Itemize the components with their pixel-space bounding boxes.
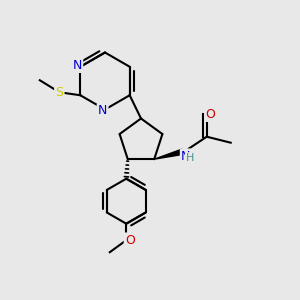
Text: N: N bbox=[73, 59, 82, 72]
Text: N: N bbox=[181, 150, 190, 163]
Text: O: O bbox=[125, 234, 135, 247]
Text: S: S bbox=[55, 86, 63, 99]
Text: H: H bbox=[186, 153, 194, 163]
Text: O: O bbox=[206, 108, 215, 121]
Polygon shape bbox=[154, 149, 183, 159]
Text: N: N bbox=[98, 104, 107, 118]
